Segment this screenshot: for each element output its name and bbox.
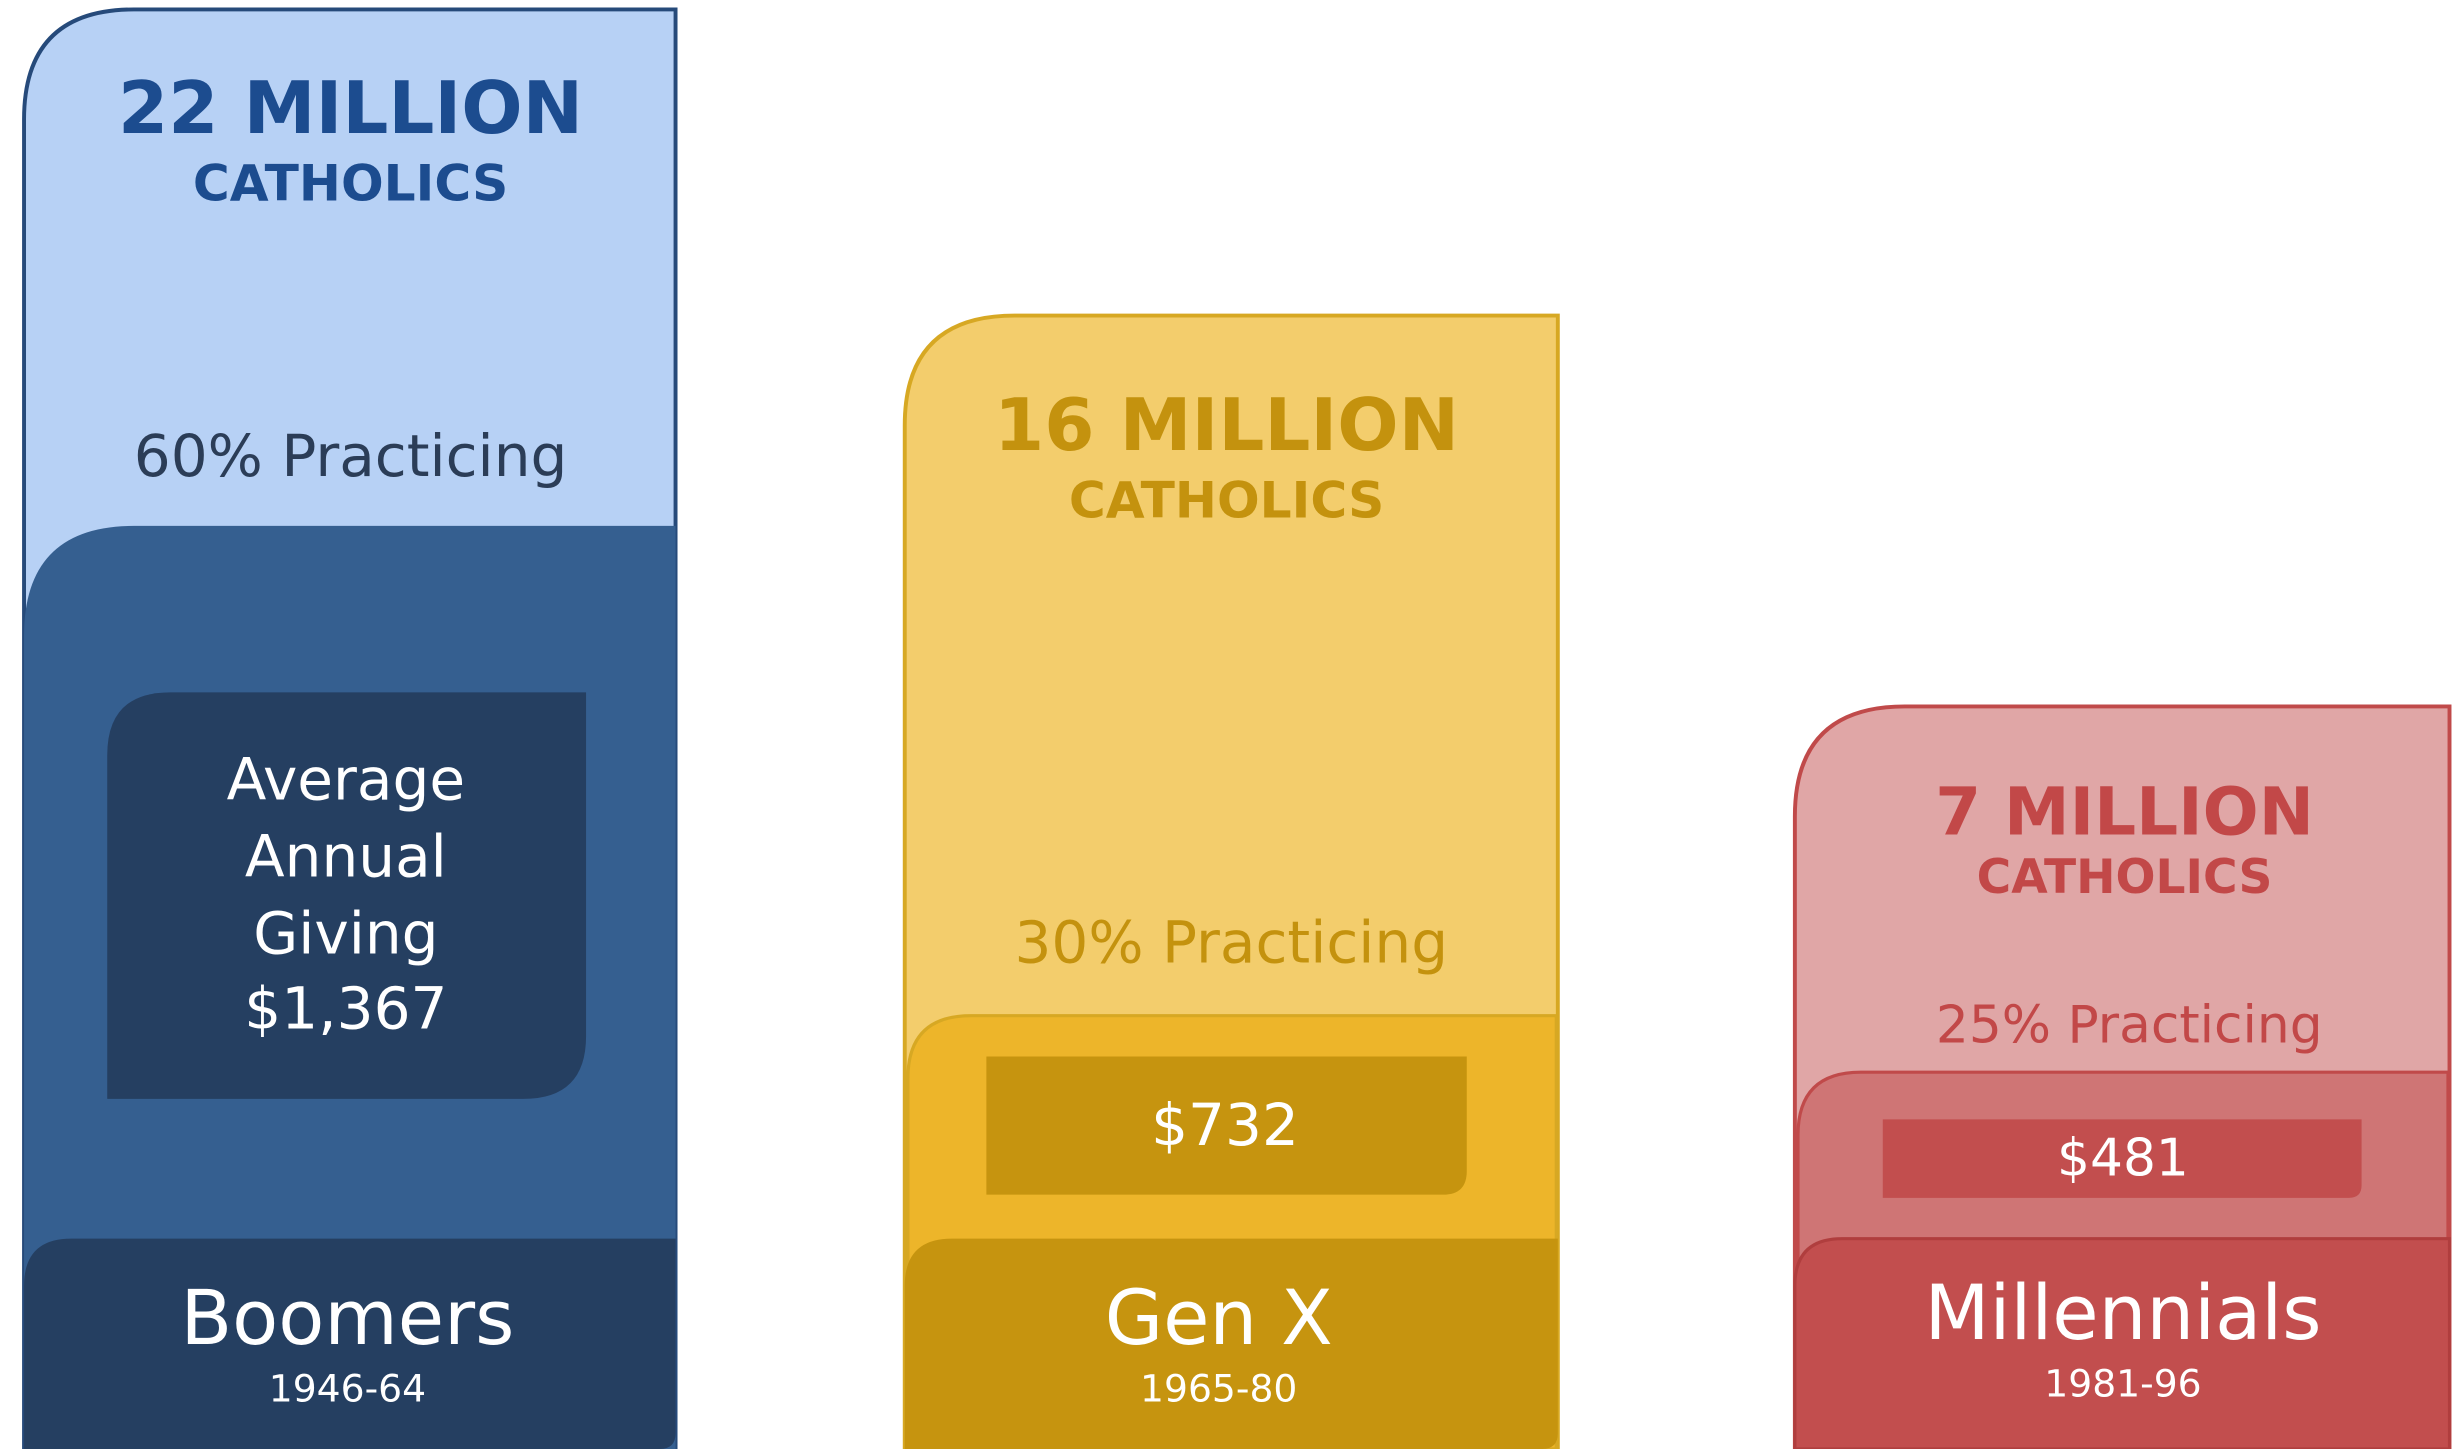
genx-column: 16 MILLION CATHOLICS 30% Practicing $732… xyxy=(902,313,1560,1449)
practicing: 30% Practicing xyxy=(1014,909,1448,977)
practicing: 25% Practicing xyxy=(1936,995,2323,1055)
generation-band xyxy=(24,1238,676,1449)
years: 1946-64 xyxy=(269,1366,426,1410)
subheading: CATHOLICS xyxy=(1977,850,2273,905)
years: 1965-80 xyxy=(1140,1366,1297,1410)
generation-band xyxy=(904,1238,1558,1449)
giving-box xyxy=(986,1056,1467,1195)
headline: 16 MILLION xyxy=(994,384,1459,468)
boomers-column: 22 MILLION CATHOLICS 60% Practicing Aver… xyxy=(22,7,678,1449)
giving-label: Giving xyxy=(253,899,438,967)
subheading: CATHOLICS xyxy=(193,153,508,212)
giving-label: Annual xyxy=(245,822,447,890)
practicing: 60% Practicing xyxy=(134,422,568,490)
subheading: CATHOLICS xyxy=(1069,470,1384,529)
giving-box xyxy=(1882,1119,2362,1198)
generation: Boomers xyxy=(181,1274,515,1362)
generation: Millennials xyxy=(1925,1269,2322,1357)
headline: 7 MILLION xyxy=(1935,773,2314,850)
years: 1981-96 xyxy=(2044,1362,2201,1406)
giving-box xyxy=(107,692,587,1099)
millennials-column: 7 MILLION CATHOLICS 25% Practicing $481 … xyxy=(1792,704,2452,1449)
giving: $481 xyxy=(2057,1129,2189,1189)
headline: 22 MILLION xyxy=(118,67,583,151)
generation-band xyxy=(1793,1237,2452,1449)
giving-label: Average xyxy=(227,745,466,813)
generation: Gen X xyxy=(1105,1274,1333,1362)
giving: $1,367 xyxy=(244,975,447,1043)
giving: $732 xyxy=(1151,1091,1299,1159)
